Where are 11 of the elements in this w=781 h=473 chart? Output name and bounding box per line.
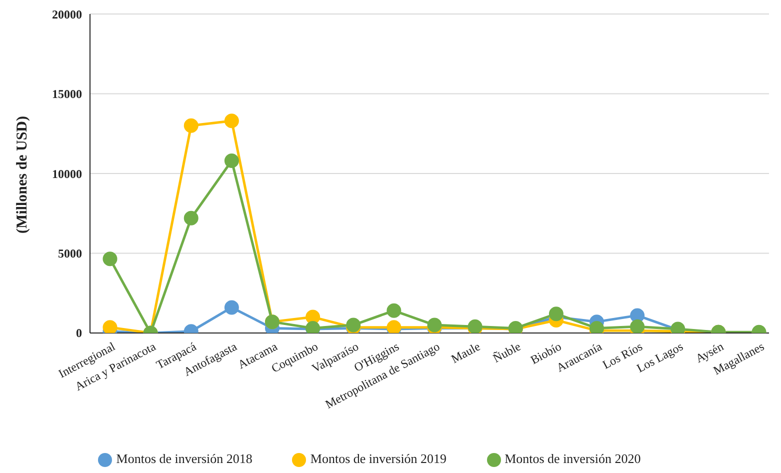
y-tick-label: 15000 bbox=[52, 87, 82, 102]
x-tick-label: Maule bbox=[448, 339, 482, 366]
y-axis-title: (Millones de USD) bbox=[14, 116, 30, 234]
y-tick-label: 20000 bbox=[52, 7, 82, 22]
legend-label: Montos de inversión 2020 bbox=[504, 450, 641, 466]
legend-label: Montos de inversión 2018 bbox=[116, 450, 252, 466]
legend-label: Montos de inversión 2019 bbox=[310, 450, 447, 466]
y-tick-label: 5000 bbox=[58, 246, 82, 260]
y-tick-label: 0 bbox=[76, 326, 82, 340]
x-tick-label: Ñuble bbox=[490, 339, 524, 366]
y-tick-label: 10000 bbox=[52, 166, 82, 181]
